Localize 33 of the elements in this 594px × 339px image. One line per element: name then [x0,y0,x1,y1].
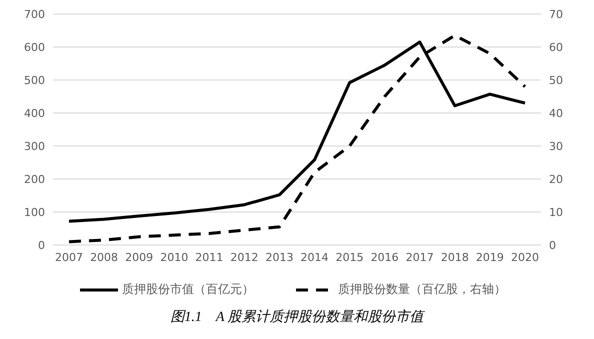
y-tick-label: 0 [38,238,45,252]
x-tick-label: 2007 [55,250,83,264]
x-tick-label: 2012 [230,250,258,264]
y2-tick-label: 40 [549,106,563,120]
x-tick-label: 2009 [125,250,154,264]
legend-label: 质押股份数量（百亿股，右轴） [338,281,506,298]
text: 图1.1 A 股累计质押股份数量和股份市值 [169,308,426,326]
y-tick-label: 200 [24,172,45,186]
x-tick-label: 2015 [336,250,364,264]
y-tick-label: 300 [24,140,45,153]
x-tick-label: 2010 [160,250,188,264]
y2-tick-label: 70 [549,8,563,21]
y2-tick-label: 10 [549,206,563,219]
x-tick-label: 2011 [195,250,224,264]
y-tick-label: 500 [24,74,45,87]
y2-tick-label: 50 [549,74,563,87]
y-tick-label: 600 [24,40,45,54]
y-tick-label: 100 [24,206,45,219]
x-tick-label: 2013 [265,250,294,264]
y2-tick-label: 0 [549,238,556,252]
x-tick-label: 2019 [476,250,504,264]
x-tick-label: 2016 [370,250,399,264]
x-tick-label: 2018 [440,250,469,264]
x-tick-label: 2008 [90,250,118,264]
y2-tick-label: 20 [549,172,563,186]
y2-tick-label: 30 [549,140,563,153]
x-tick-label: 2017 [406,250,434,264]
y-tick-label: 400 [24,106,45,120]
legend-label: 质押股份市值（百亿元） [122,281,254,298]
y2-tick-label: 60 [549,40,563,54]
x-tick-label: 2020 [511,250,539,264]
x-tick-label: 2014 [300,250,329,264]
y-tick-label: 700 [24,8,45,21]
